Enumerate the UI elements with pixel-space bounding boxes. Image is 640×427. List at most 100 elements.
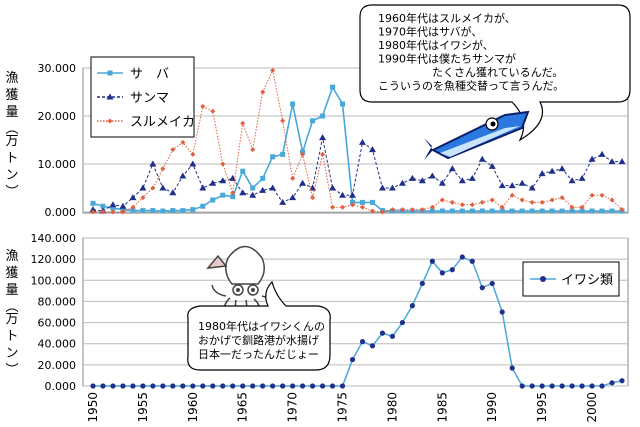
series-iwashi-point — [579, 383, 585, 389]
series-iwashi-point — [260, 383, 266, 389]
bottom-y-tick-label: 140.000 — [31, 232, 77, 245]
series-surumeika-point — [459, 202, 465, 208]
series-surumeika-point — [469, 202, 475, 208]
series-surumeika-point — [399, 207, 405, 213]
series-sanma-point — [129, 194, 137, 201]
series-iwashi-point — [339, 383, 346, 389]
bottom-y-tick-label: 20.000 — [38, 359, 77, 372]
series-iwashi — [90, 254, 625, 389]
series-iwashi-point — [519, 383, 525, 389]
series-surumeika-point — [280, 118, 286, 124]
series-saba-point — [579, 208, 585, 214]
series-iwashi-point — [349, 356, 356, 363]
series-sanma-point — [488, 162, 496, 169]
legend-swatch-point — [107, 70, 113, 76]
top-y-tick-label: 30.000 — [38, 62, 77, 75]
series-sanma-point — [418, 177, 426, 184]
top-bubble-shape — [359, 4, 631, 142]
series-sanma-point — [329, 184, 337, 191]
series-sanma-point — [349, 191, 357, 198]
bottom-speech-bubble: 1980年代はイワシくんのおかげで釧路港が水揚げ日本一だったんだじょー — [187, 280, 331, 371]
bottom-series-group — [90, 254, 625, 389]
series-iwashi-point — [210, 383, 216, 389]
series-surumeika-point — [120, 209, 126, 215]
series-iwashi-point — [429, 258, 435, 264]
series-sanma-point — [339, 191, 347, 198]
series-surumeika-line — [93, 68, 623, 213]
series-saba-point — [280, 151, 286, 157]
series-saba-point — [519, 208, 525, 214]
series-iwashi-point — [140, 383, 146, 389]
series-saba-point — [499, 208, 505, 214]
top-speech-bubble: 1960年代はスルメイカが、 1970年代はサバが、 1980年代はイワシが、 199… — [359, 4, 631, 142]
series-saba-point — [489, 208, 495, 214]
series-saba-point — [220, 192, 226, 198]
bottom-y-tick-label: 60.000 — [38, 317, 77, 330]
series-iwashi-point — [379, 330, 386, 336]
series-sanma-point — [179, 172, 187, 179]
series-surumeika-point — [609, 197, 615, 203]
bottom-y-tick-label: 0.000 — [45, 380, 77, 393]
series-iwashi-point — [619, 378, 625, 384]
series-saba-point — [529, 208, 535, 214]
series-iwashi-point — [489, 280, 495, 287]
legend-label: スルメイカ — [130, 115, 195, 130]
series-saba-point — [170, 208, 176, 214]
series-iwashi-point — [509, 365, 515, 371]
series-iwashi-point — [459, 254, 465, 260]
series-sanma-point — [478, 155, 486, 162]
series-surumeika-point — [300, 151, 306, 157]
series-surumeika-point — [130, 204, 136, 210]
bottom-y-gridlines — [83, 237, 628, 387]
series-surumeika-point — [100, 209, 106, 215]
bottom-y-tick-labels: 0.000 20.000 40.000 60.000 80.000 100.000 120.… — [31, 232, 77, 393]
series-surumeika-point — [200, 103, 206, 109]
x-tick-label: 1965 — [236, 392, 250, 423]
series-surumeika-point — [599, 192, 605, 198]
squid-mantle — [225, 245, 265, 285]
series-saba-point — [270, 154, 276, 160]
top-y-tick-label: 10.000 — [38, 158, 77, 171]
series-surumeika-point — [220, 161, 226, 167]
squid-fan — [206, 254, 228, 269]
x-tick-label: 1980 — [385, 392, 399, 423]
series-surumeika-point — [240, 120, 246, 126]
legend-item-iwashi: イワシ類 — [530, 273, 613, 288]
series-sanma-point — [558, 165, 566, 172]
series-saba-point — [150, 208, 156, 214]
series-saba-point — [459, 208, 465, 214]
series-saba-point — [369, 199, 375, 205]
series-surumeika-point — [260, 89, 266, 95]
series-saba-point — [250, 185, 256, 191]
series-sanma-point — [508, 182, 516, 189]
series-iwashi-point — [240, 383, 246, 389]
series-sanma-point — [289, 194, 297, 201]
top-ylabel-text: 漁獲量︵万トン︶ — [5, 71, 18, 200]
legend-label: イワシ類 — [561, 273, 613, 288]
series-iwashi-point — [290, 383, 296, 389]
series-surumeika-point — [559, 195, 565, 201]
series-surumeika-point — [180, 139, 186, 145]
series-surumeika-point — [369, 208, 375, 214]
series-surumeika-point — [449, 199, 455, 205]
series-surumeika-point — [359, 204, 365, 210]
series-iwashi-point — [130, 383, 136, 389]
squid-right-pupil — [251, 288, 255, 292]
series-surumeika-point — [320, 151, 326, 157]
series-saba-point — [449, 208, 455, 214]
series-sanma-point — [448, 165, 456, 172]
legend-label: サンマ — [130, 91, 169, 106]
series-surumeika-point — [539, 199, 545, 205]
series-surumeika-point — [439, 197, 445, 203]
bottom-legend: イワシ類 — [522, 261, 620, 297]
series-saba-point — [140, 208, 146, 214]
series-sanma-point — [458, 177, 466, 184]
series-surumeika-point — [310, 195, 316, 201]
series-iwashi-point — [170, 383, 176, 389]
series-surumeika-point — [90, 209, 96, 215]
legend-label: サ バ — [130, 67, 169, 82]
series-surumeika-point — [250, 147, 256, 153]
series-surumeika-point — [489, 197, 495, 203]
series-iwashi-point — [599, 383, 605, 389]
x-tick-label: 1975 — [336, 392, 350, 423]
